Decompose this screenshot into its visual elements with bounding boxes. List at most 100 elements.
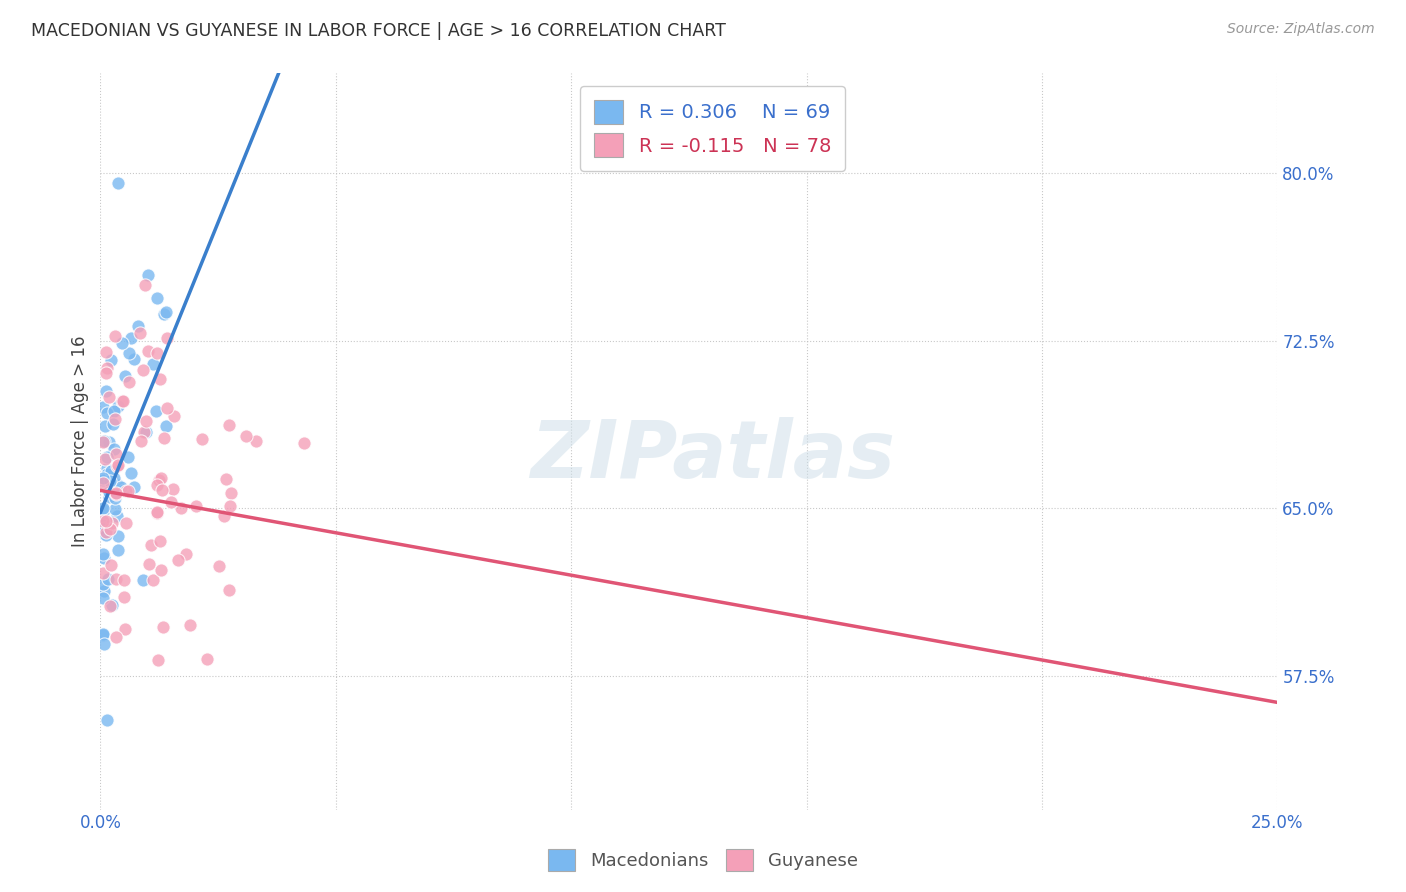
Point — [100, 558, 122, 572]
Point — [100, 352, 122, 367]
Point — [138, 558, 160, 572]
Point — [110, 480, 132, 494]
Point — [117, 483, 139, 498]
Point — [103, 442, 125, 457]
Point — [91, 626, 114, 640]
Point — [100, 464, 122, 478]
Point — [129, 434, 152, 449]
Point — [115, 484, 138, 499]
Point — [93, 521, 115, 535]
Point — [149, 533, 172, 548]
Point — [115, 516, 138, 531]
Point — [91, 576, 114, 591]
Point — [146, 478, 169, 492]
Point — [139, 538, 162, 552]
Point — [91, 566, 114, 581]
Point — [152, 620, 174, 634]
Text: Source: ZipAtlas.com: Source: ZipAtlas.com — [1227, 22, 1375, 37]
Point — [218, 500, 240, 514]
Point — [96, 450, 118, 464]
Point — [93, 434, 115, 448]
Point — [163, 409, 186, 424]
Point — [97, 390, 120, 404]
Point — [149, 372, 172, 386]
Point — [104, 328, 127, 343]
Point — [218, 418, 240, 433]
Legend: Macedonians, Guyanese: Macedonians, Guyanese — [541, 842, 865, 879]
Point — [132, 573, 155, 587]
Point — [97, 572, 120, 586]
Point — [103, 470, 125, 484]
Point — [150, 471, 173, 485]
Point — [159, 494, 181, 508]
Point — [98, 522, 121, 536]
Point — [98, 474, 121, 488]
Point — [93, 418, 115, 433]
Point — [142, 357, 165, 371]
Point — [146, 291, 169, 305]
Point — [148, 653, 170, 667]
Point — [101, 516, 124, 530]
Point — [145, 346, 167, 360]
Point — [103, 403, 125, 417]
Point — [96, 345, 118, 359]
Point — [121, 331, 143, 345]
Point — [98, 434, 121, 449]
Point — [294, 435, 316, 450]
Point — [135, 414, 157, 428]
Point — [94, 452, 117, 467]
Point — [235, 429, 257, 443]
Point — [96, 361, 118, 376]
Point — [245, 434, 267, 448]
Point — [94, 469, 117, 483]
Point — [117, 376, 139, 390]
Point — [148, 473, 170, 487]
Point — [155, 419, 177, 434]
Point — [112, 483, 135, 498]
Point — [174, 547, 197, 561]
Point — [91, 475, 114, 490]
Point — [153, 307, 176, 321]
Point — [93, 584, 115, 599]
Point — [191, 433, 214, 447]
Point — [91, 434, 114, 449]
Point — [97, 490, 120, 504]
Point — [134, 278, 156, 293]
Point — [101, 598, 124, 612]
Point — [104, 572, 127, 586]
Point — [91, 400, 114, 414]
Point — [112, 591, 135, 605]
Legend: R = 0.306    N = 69, R = -0.115   N = 78: R = 0.306 N = 69, R = -0.115 N = 78 — [581, 87, 845, 170]
Point — [212, 509, 235, 524]
Point — [96, 406, 118, 420]
Point — [104, 485, 127, 500]
Point — [107, 458, 129, 472]
Point — [94, 366, 117, 380]
Point — [104, 447, 127, 461]
Point — [156, 331, 179, 345]
Y-axis label: In Labor Force | Age > 16: In Labor Force | Age > 16 — [72, 335, 89, 547]
Point — [127, 319, 149, 334]
Point — [104, 412, 127, 426]
Point — [104, 502, 127, 516]
Point — [208, 558, 231, 573]
Point — [91, 522, 114, 536]
Point — [91, 473, 114, 487]
Point — [179, 618, 201, 632]
Point — [96, 527, 118, 541]
Point — [167, 553, 190, 567]
Point — [107, 543, 129, 558]
Point — [132, 425, 155, 439]
Point — [107, 399, 129, 413]
Point — [93, 550, 115, 565]
Point — [93, 502, 115, 516]
Point — [128, 326, 150, 340]
Text: MACEDONIAN VS GUYANESE IN LABOR FORCE | AGE > 16 CORRELATION CHART: MACEDONIAN VS GUYANESE IN LABOR FORCE | … — [31, 22, 725, 40]
Point — [98, 599, 121, 613]
Point — [112, 573, 135, 587]
Point — [218, 582, 240, 597]
Point — [122, 351, 145, 366]
Point — [96, 467, 118, 481]
Point — [136, 343, 159, 358]
Point — [150, 483, 173, 497]
